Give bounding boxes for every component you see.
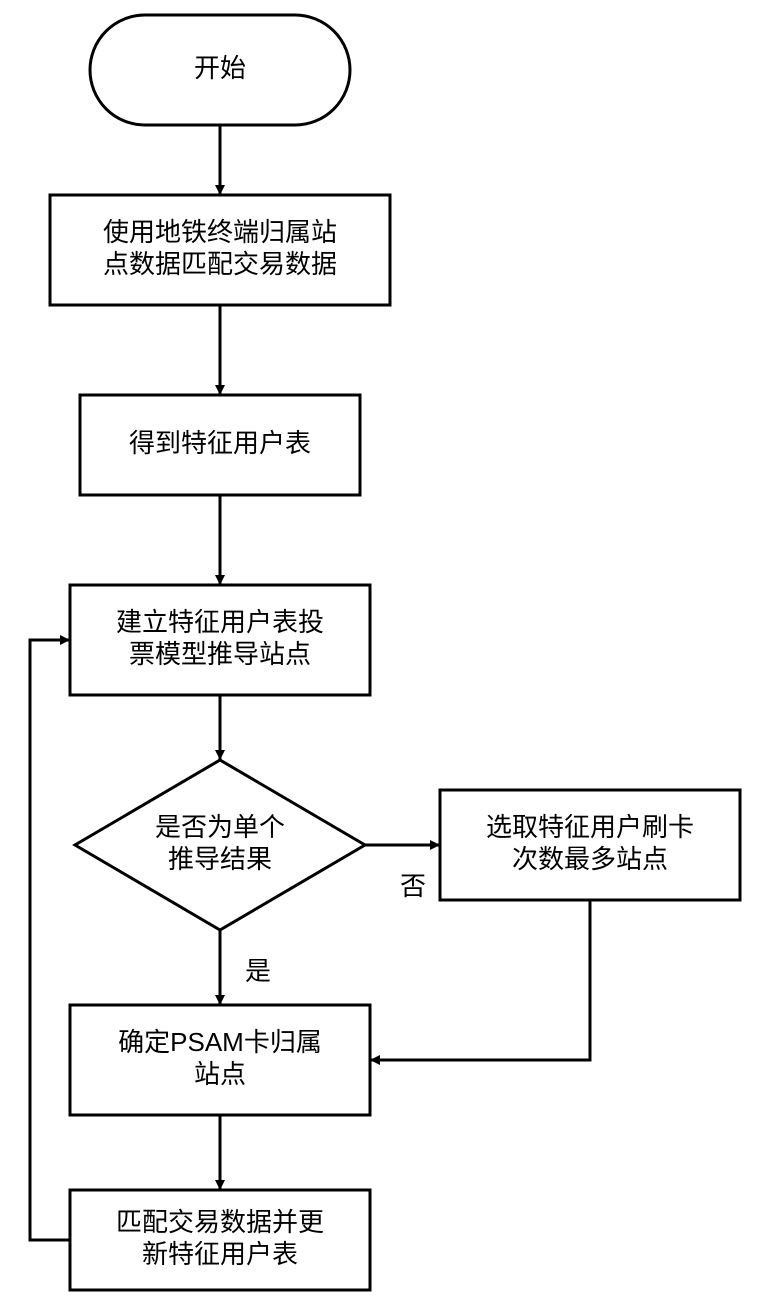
node-start: 开始: [90, 15, 350, 125]
node-text: 推导结果: [168, 844, 272, 874]
node-n3: 建立特征用户表投票模型推导站点: [70, 585, 370, 695]
node-n2: 得到特征用户表: [80, 395, 360, 495]
nodes: 开始使用地铁终端归属站点数据匹配交易数据得到特征用户表建立特征用户表投票模型推导…: [50, 15, 740, 1290]
node-n4: 选取特征用户刷卡次数最多站点: [440, 790, 740, 900]
node-text: 票模型推导站点: [129, 639, 311, 669]
node-text: 确定PSAM卡归属: [118, 1027, 322, 1057]
node-text: 得到特征用户表: [129, 428, 311, 458]
node-text: 开始: [194, 53, 246, 83]
node-text: 是否为单个: [155, 812, 285, 842]
node-n1: 使用地铁终端归属站点数据匹配交易数据: [50, 195, 390, 305]
flowchart-canvas: 是否开始使用地铁终端归属站点数据匹配交易数据得到特征用户表建立特征用户表投票模型…: [0, 0, 758, 1314]
node-text: 点数据匹配交易数据: [103, 249, 337, 279]
edge-label: 是: [245, 956, 271, 986]
edge: [370, 900, 590, 1060]
node-text: 新特征用户表: [142, 1239, 298, 1269]
edge: [30, 640, 70, 1240]
node-text: 匹配交易数据并更: [116, 1207, 324, 1237]
node-text: 使用地铁终端归属站: [103, 217, 337, 247]
node-n6: 匹配交易数据并更新特征用户表: [70, 1190, 370, 1290]
node-text: 次数最多站点: [512, 844, 668, 874]
node-text: 选取特征用户刷卡: [486, 812, 694, 842]
node-text: 站点: [194, 1059, 246, 1089]
edge-label: 否: [400, 871, 426, 901]
node-d1: 是否为单个推导结果: [75, 760, 365, 930]
node-n5: 确定PSAM卡归属站点: [70, 1005, 370, 1115]
node-text: 建立特征用户表投: [116, 607, 324, 637]
